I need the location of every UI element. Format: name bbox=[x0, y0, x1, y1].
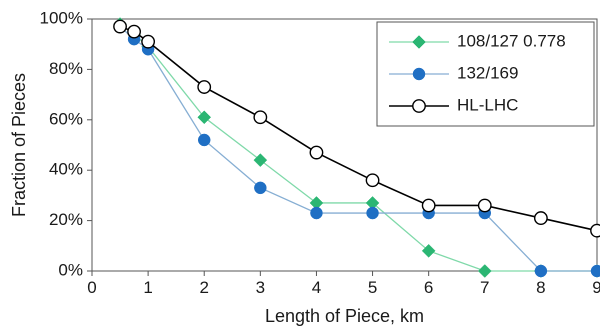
legend-item-132-169: 132/169 bbox=[389, 63, 518, 82]
data-point-132-169 bbox=[254, 181, 267, 195]
legend-label: 108/127 0.778 bbox=[457, 31, 566, 50]
legend-label: HL-LHC bbox=[457, 95, 518, 114]
data-point-108-127-0-778 bbox=[421, 243, 436, 258]
data-point-132-169 bbox=[197, 133, 211, 147]
x-tick-label: 9 bbox=[592, 278, 600, 297]
y-tick-label: 80% bbox=[49, 59, 83, 78]
legend-marker bbox=[412, 99, 426, 113]
x-tick-label: 4 bbox=[312, 278, 321, 297]
data-point-hl-lhc bbox=[421, 198, 436, 213]
data-point-132-169 bbox=[590, 264, 600, 278]
legend-marker bbox=[412, 67, 426, 81]
y-tick-label: 60% bbox=[49, 109, 83, 128]
x-tick-label: 8 bbox=[536, 278, 545, 297]
data-point-108-127-0-778 bbox=[477, 264, 492, 278]
data-point-132-169 bbox=[534, 264, 548, 278]
data-point-hl-lhc bbox=[477, 198, 492, 213]
data-point-hl-lhc bbox=[127, 24, 141, 39]
legend-item-hl-lhc: HL-LHC bbox=[389, 95, 518, 114]
y-axis-title: Fraction of Pieces bbox=[9, 73, 29, 217]
data-point-hl-lhc bbox=[590, 223, 600, 238]
data-point-hl-lhc bbox=[113, 19, 127, 34]
x-tick-label: 3 bbox=[256, 278, 265, 297]
legend: 108/127 0.778 132/169 HL-LHC bbox=[376, 21, 595, 127]
data-point-hl-lhc bbox=[141, 34, 156, 49]
x-axis-title: Length of Piece, km bbox=[265, 306, 424, 326]
x-tick-label: 2 bbox=[199, 278, 208, 297]
plot-frame bbox=[91, 18, 598, 272]
data-point-108-127-0-778 bbox=[197, 110, 212, 125]
x-tick-label: 5 bbox=[368, 278, 377, 297]
x-tick-label: 6 bbox=[424, 278, 433, 297]
data-point-hl-lhc bbox=[365, 173, 380, 188]
data-point-132-169 bbox=[366, 206, 379, 220]
series-layer bbox=[113, 17, 600, 278]
data-point-132-169 bbox=[310, 206, 323, 220]
data-point-hl-lhc bbox=[197, 80, 212, 94]
series-hl-lhc bbox=[113, 19, 600, 238]
legend-marker bbox=[412, 35, 426, 49]
legend-label: 132/169 bbox=[457, 63, 518, 82]
data-point-108-127-0-778 bbox=[253, 153, 268, 167]
x-tick-label: 0 bbox=[87, 278, 96, 297]
data-point-hl-lhc bbox=[253, 110, 268, 125]
x-tick-label: 7 bbox=[480, 278, 489, 297]
axes: 0% 20% 40% 60% 80% 100% 0 1 2 3 4 5 6 7 8 9 Length of Pi… bbox=[9, 8, 600, 326]
data-point-hl-lhc bbox=[533, 211, 548, 225]
legend-item-108-127-0-778: 108/127 0.778 bbox=[389, 31, 566, 50]
y-tick-label: 20% bbox=[49, 210, 83, 229]
data-point-hl-lhc bbox=[309, 145, 324, 160]
y-tick-label: 0% bbox=[58, 260, 83, 279]
y-tick-label: 100% bbox=[40, 8, 83, 27]
x-tick-label: 1 bbox=[143, 278, 152, 297]
y-tick-label: 40% bbox=[49, 160, 83, 179]
